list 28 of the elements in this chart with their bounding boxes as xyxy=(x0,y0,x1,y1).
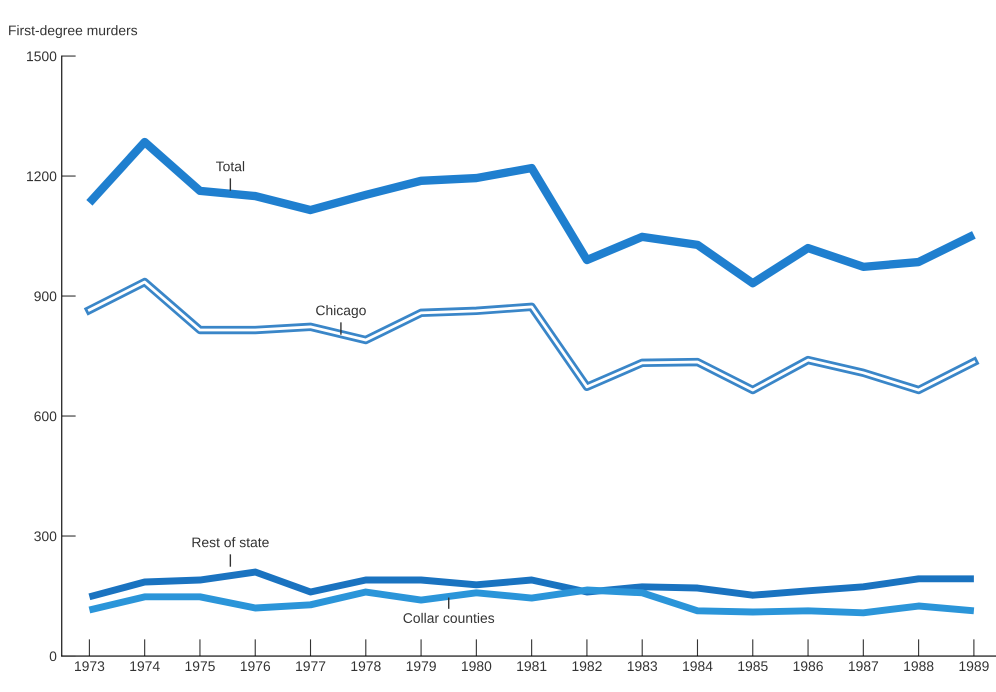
y-axis-title: First-degree murders xyxy=(9,25,138,38)
x-tick-label: 1975 xyxy=(186,661,215,672)
x-tick-label: 1988 xyxy=(904,661,934,672)
x-tick-label: 1974 xyxy=(130,661,160,672)
series-label: Collar counties xyxy=(403,612,494,624)
x-tick-label: 1984 xyxy=(683,661,713,672)
text: Rest of state xyxy=(192,537,269,548)
x-tick-label: 1979 xyxy=(406,661,436,672)
x-tick-label: 1986 xyxy=(794,661,823,672)
x-tick-label: 1976 xyxy=(240,661,270,672)
x-tick-label: 1981 xyxy=(517,661,546,672)
x-tick-label: 1989 xyxy=(960,661,989,672)
y-tick-label: 600 xyxy=(34,411,56,422)
x-tick-label: 1987 xyxy=(848,661,878,672)
x-tick-label: 1978 xyxy=(351,661,381,672)
x-tick-label: 1973 xyxy=(75,661,104,672)
y-tick-label: 0 xyxy=(50,651,56,662)
x-tick-label: 1977 xyxy=(296,661,326,672)
x-tick-label: 1985 xyxy=(738,661,768,672)
series-label: Total xyxy=(216,161,244,172)
y-tick-label: 1200 xyxy=(27,171,56,182)
x-tick-label: 1980 xyxy=(462,661,492,672)
x-tick-label: 1982 xyxy=(572,661,602,672)
y-tick-label: 900 xyxy=(34,291,56,302)
series-label: Chicago xyxy=(316,305,366,318)
y-tick-label: 1500 xyxy=(27,51,56,62)
x-tick-label: 1983 xyxy=(628,661,658,672)
y-tick-label: 300 xyxy=(34,531,56,542)
